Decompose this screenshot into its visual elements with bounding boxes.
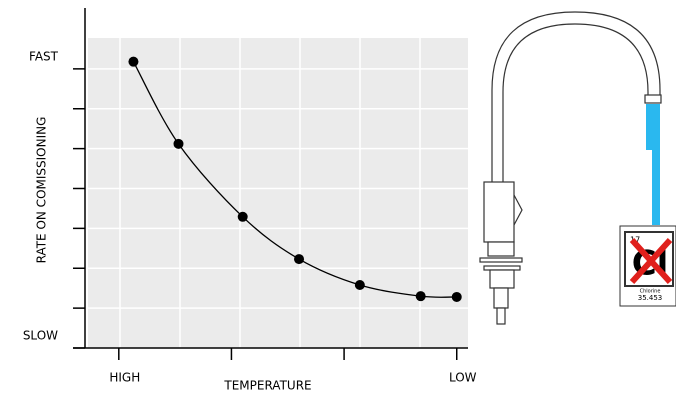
point bbox=[173, 139, 183, 149]
y-tick-label: FAST bbox=[29, 49, 59, 63]
x-tick-label: HIGH bbox=[109, 371, 140, 385]
element-mass: 35.453 bbox=[638, 294, 663, 302]
element-card: 17 Cl Chlorine 35.453 bbox=[620, 226, 676, 306]
point bbox=[128, 57, 138, 67]
point bbox=[238, 212, 248, 222]
point bbox=[416, 291, 426, 301]
point bbox=[294, 254, 304, 264]
chart: TEMPERATURE RATE ON COMISSIONING 17 Cl C… bbox=[0, 0, 676, 400]
y-axis-label: RATE ON COMISSIONING bbox=[35, 117, 49, 264]
x-tick-label: LOW bbox=[449, 371, 477, 385]
y-tick-label: SLOW bbox=[23, 329, 58, 343]
point bbox=[355, 280, 365, 290]
water bbox=[646, 104, 660, 225]
x-axis-label: TEMPERATURE bbox=[223, 379, 311, 393]
point bbox=[452, 292, 462, 302]
